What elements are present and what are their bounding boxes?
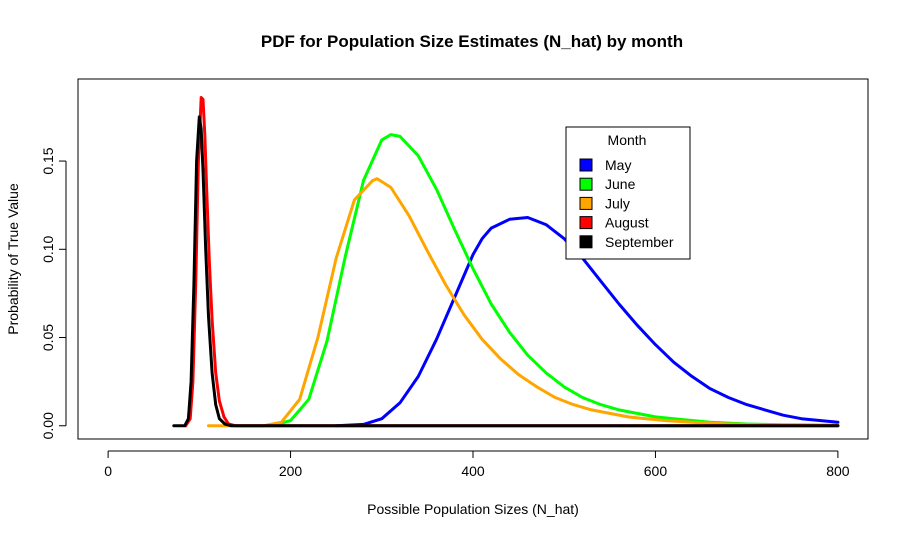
legend-swatch-may (579, 158, 593, 172)
legend: Month May June July August September (565, 126, 691, 260)
x-tick-label: 200 (279, 463, 303, 479)
y-tick-label: 0.05 (40, 324, 56, 351)
legend-box (565, 126, 691, 260)
legend-label-august: August (605, 215, 649, 231)
series-line-june (270, 133, 840, 428)
series-line-july (207, 177, 840, 428)
series-line-august (184, 96, 840, 428)
y-axis-label: Probability of True Value (5, 183, 21, 335)
chart-title: PDF for Population Size Estimates (N_hat… (261, 32, 683, 51)
x-axis: 0 200 400 600 800 (104, 450, 850, 479)
x-tick-label: 800 (826, 463, 850, 479)
legend-title: Month (608, 132, 647, 148)
x-tick-label: 400 (461, 463, 485, 479)
legend-label-september: September (605, 234, 674, 250)
x-tick-label: 0 (104, 463, 112, 479)
y-axis: 0.00 0.05 0.10 0.15 (40, 147, 67, 439)
y-tick-label: 0.00 (40, 412, 56, 439)
plot-frame (77, 78, 869, 440)
legend-label-june: June (605, 176, 636, 192)
x-axis-label: Possible Population Sizes (N_hat) (367, 501, 579, 517)
series-line-september (172, 115, 840, 428)
y-tick-label: 0.15 (40, 147, 56, 174)
legend-label-may: May (605, 157, 631, 173)
series-layer (172, 96, 840, 428)
legend-swatch-july (579, 196, 593, 210)
legend-swatch-august (579, 216, 593, 230)
legend-swatch-september (579, 235, 593, 249)
x-tick-label: 600 (644, 463, 668, 479)
y-tick-label: 0.10 (40, 235, 56, 262)
legend-swatch-june (579, 177, 593, 191)
legend-label-july: July (605, 195, 630, 211)
